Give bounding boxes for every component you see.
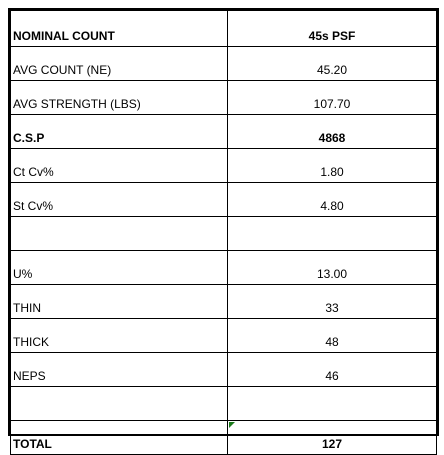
- table-row: AVG STRENGTH (LBS) 107.70: [10, 80, 437, 115]
- row-value: 4868: [227, 114, 437, 149]
- row-label: Ct Cv%: [10, 148, 228, 183]
- row-value: [227, 386, 437, 421]
- total-value: 127: [227, 420, 437, 455]
- table-row: THIN 33: [10, 284, 437, 319]
- row-value: [227, 216, 437, 251]
- table-row-empty: [10, 386, 437, 421]
- row-label: [10, 216, 228, 251]
- row-value: 48: [227, 318, 437, 353]
- table-row: NOMINAL COUNT 45s PSF: [10, 10, 437, 47]
- total-value-text: 127: [321, 437, 343, 451]
- total-label: TOTAL: [10, 420, 228, 455]
- row-value: 46: [227, 352, 437, 387]
- row-label: AVG COUNT (NE): [10, 46, 228, 81]
- yarn-spec-sheet: NOMINAL COUNT 45s PSF AVG COUNT (NE) 45.…: [8, 8, 439, 455]
- row-value: 45.20: [227, 46, 437, 81]
- table-row: Ct Cv% 1.80: [10, 148, 437, 183]
- table-row: THICK 48: [10, 318, 437, 353]
- row-value: 1.80: [227, 148, 437, 183]
- row-label: U%: [10, 250, 228, 285]
- table-row: U% 13.00: [10, 250, 437, 285]
- row-label: THIN: [10, 284, 228, 319]
- table-row-total: TOTAL 127: [10, 420, 437, 455]
- table-row-empty: [10, 216, 437, 251]
- table-row: AVG COUNT (NE) 45.20: [10, 46, 437, 81]
- table-row: NEPS 46: [10, 352, 437, 387]
- row-label: NEPS: [10, 352, 228, 387]
- table-row: St Cv% 4.80: [10, 182, 437, 217]
- row-label: St Cv%: [10, 182, 228, 217]
- row-value: 45s PSF: [227, 10, 437, 47]
- row-value: 107.70: [227, 80, 437, 115]
- row-label: AVG STRENGTH (LBS): [10, 80, 228, 115]
- row-value: 33: [227, 284, 437, 319]
- row-label: THICK: [10, 318, 228, 353]
- comment-flag-icon: [229, 422, 235, 428]
- row-value: 4.80: [227, 182, 437, 217]
- row-label: NOMINAL COUNT: [10, 10, 228, 47]
- row-value: 13.00: [227, 250, 437, 285]
- yarn-spec-table: NOMINAL COUNT 45s PSF AVG COUNT (NE) 45.…: [10, 10, 437, 455]
- row-label: [10, 386, 228, 421]
- row-label: C.S.P: [10, 114, 228, 149]
- table-row: C.S.P 4868: [10, 114, 437, 149]
